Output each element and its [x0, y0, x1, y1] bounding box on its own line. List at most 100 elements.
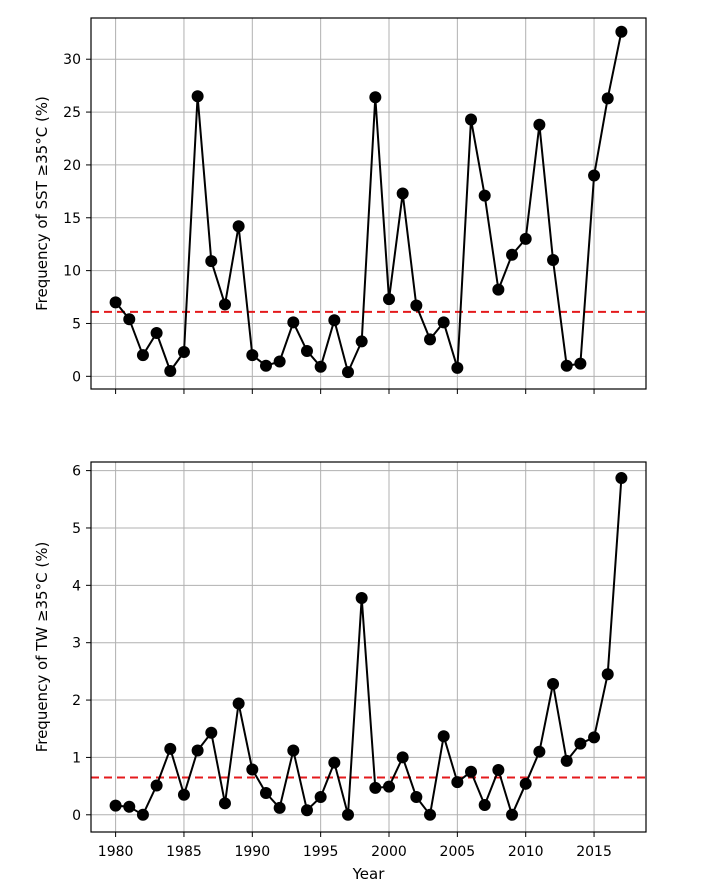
data-point	[437, 316, 450, 329]
data-point	[109, 296, 122, 309]
data-point	[191, 744, 204, 757]
data-point	[300, 804, 313, 817]
data-point	[506, 248, 519, 261]
data-point	[547, 254, 560, 267]
data-point	[177, 788, 190, 801]
data-point	[410, 299, 423, 312]
data-point	[506, 808, 519, 821]
data-point	[287, 744, 300, 757]
y-tick-label: 2	[72, 693, 81, 709]
x-tick-label: 2005	[440, 844, 476, 860]
data-point	[205, 726, 218, 739]
data-point	[451, 776, 464, 789]
y-tick-label: 30	[63, 52, 81, 68]
plot-frame	[90, 17, 647, 390]
data-point	[424, 808, 437, 821]
data-point	[451, 361, 464, 374]
x-tick-label: 2000	[371, 844, 407, 860]
data-point	[533, 745, 546, 758]
x-tick-label: 1990	[234, 844, 270, 860]
data-point	[369, 91, 382, 104]
data-point	[123, 313, 136, 326]
data-point	[150, 326, 163, 339]
y-tick-label: 1	[72, 750, 81, 766]
y-tick-label: 20	[63, 158, 81, 174]
data-point	[287, 316, 300, 329]
data-point	[164, 742, 177, 755]
data-point	[588, 169, 601, 182]
data-point	[369, 781, 382, 794]
data-point	[437, 730, 450, 743]
y-axis-label: Frequency of TW ≥35°C (%)	[33, 542, 51, 753]
data-point	[328, 314, 341, 327]
y-axis-label: Frequency of SST ≥35°C (%)	[33, 96, 51, 311]
data-point	[519, 777, 532, 790]
data-point	[615, 25, 628, 38]
data-point	[355, 591, 368, 604]
data-point	[396, 187, 409, 200]
data-point	[383, 780, 396, 793]
data-point	[547, 678, 560, 690]
data-point	[574, 737, 587, 750]
data-point	[150, 779, 163, 792]
x-tick-label: 1980	[98, 844, 134, 860]
series-line	[115, 478, 623, 816]
series-line	[114, 31, 623, 374]
data-point	[424, 333, 437, 346]
y-tick-label: 0	[72, 808, 81, 824]
data-point	[601, 668, 614, 681]
data-point	[273, 801, 286, 814]
data-point	[232, 220, 245, 233]
plot-frame	[90, 461, 647, 833]
data-point	[177, 346, 190, 359]
data-point	[396, 751, 409, 764]
data-point	[191, 90, 204, 103]
y-tick-label: 15	[63, 211, 81, 227]
data-point	[574, 357, 587, 370]
x-tick-label: 1995	[303, 844, 339, 860]
data-point	[465, 113, 478, 126]
data-point	[136, 349, 149, 362]
data-point	[615, 472, 628, 485]
data-point	[300, 344, 313, 357]
data-point	[465, 765, 478, 778]
data-point	[492, 283, 505, 296]
y-tick-label: 6	[72, 464, 81, 480]
data-point	[601, 92, 614, 105]
data-point	[273, 355, 286, 368]
data-point	[218, 298, 231, 311]
y-tick-label: 5	[72, 316, 81, 332]
data-point	[588, 731, 601, 744]
data-point	[218, 797, 231, 810]
x-axis-label: Year	[352, 865, 386, 883]
data-point	[164, 365, 177, 378]
data-point	[246, 349, 259, 362]
data-point	[519, 232, 532, 245]
y-tick-label: 4	[72, 578, 81, 594]
data-point	[314, 791, 327, 804]
data-point	[341, 366, 354, 379]
data-point	[314, 360, 327, 373]
data-point	[410, 791, 423, 804]
data-point	[533, 118, 546, 131]
data-point	[341, 808, 354, 821]
x-tick-label: 1985	[166, 844, 202, 860]
data-point	[560, 754, 573, 767]
y-tick-label: 10	[63, 264, 81, 280]
data-point	[259, 786, 272, 799]
data-point	[355, 335, 368, 348]
data-point	[478, 799, 491, 812]
data-point	[560, 359, 573, 372]
data-point	[478, 189, 491, 202]
y-tick-label: 25	[63, 105, 81, 121]
tw-panel: 0 1 2 3 4 5 6 1980 1985 1990 1995 2000 2005 2010 2015 F…	[33, 461, 647, 883]
data-point	[383, 293, 396, 306]
sst-panel: 0 5 10 15 20 25 30 Frequency of SST ≥35°C (%)	[33, 17, 647, 394]
y-tick-label: 0	[72, 369, 81, 385]
x-tick-label: 2015	[576, 844, 612, 860]
data-point	[109, 799, 122, 812]
data-point	[205, 255, 218, 268]
data-point	[492, 764, 505, 777]
data-point	[123, 800, 136, 813]
